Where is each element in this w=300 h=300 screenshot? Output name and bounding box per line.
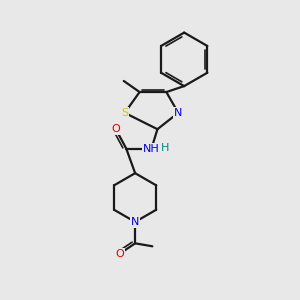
Text: O: O — [115, 249, 124, 259]
Text: NH: NH — [143, 143, 160, 154]
Text: N: N — [131, 217, 139, 227]
Text: S: S — [121, 108, 128, 118]
Text: H: H — [161, 143, 169, 153]
Text: N: N — [174, 108, 182, 118]
Text: O: O — [111, 124, 120, 134]
